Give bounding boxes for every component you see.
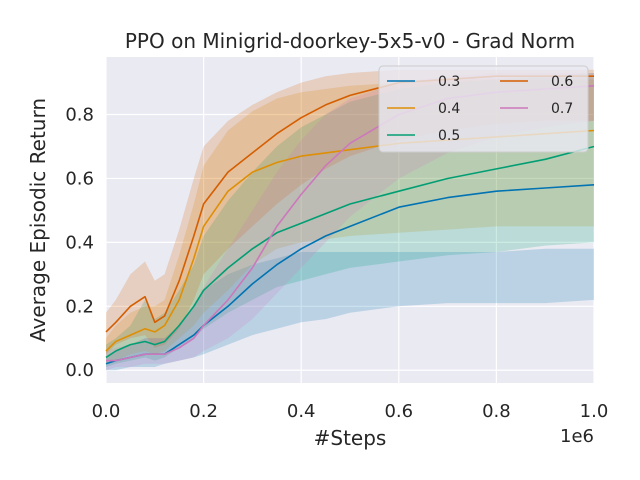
- line-series-0.5: [105, 145, 595, 359]
- y-axis-label: Average Episodic Return: [26, 98, 50, 342]
- legend-box: [378, 65, 589, 153]
- legend-label-0.4: 0.4: [438, 101, 460, 117]
- y-tick-label-0: 0.0: [65, 360, 94, 381]
- x-tick-label-5: 1.0: [580, 401, 609, 422]
- x-axis-label: #Steps: [314, 426, 387, 450]
- band-series-0.6: [106, 69, 594, 355]
- legend-label-0.3: 0.3: [438, 74, 460, 90]
- legend-label-0.7: 0.7: [551, 101, 573, 117]
- y-tick-label-2: 0.4: [65, 232, 94, 253]
- legend-label-0.6: 0.6: [551, 74, 573, 90]
- band-series-0.3: [106, 248, 594, 371]
- x-tick-label-3: 0.6: [384, 401, 413, 422]
- x-tick-label-4: 0.8: [482, 401, 511, 422]
- y-tick-labels: 0.0 0.2 0.4 0.6 0.8: [65, 105, 94, 382]
- chart-title: PPO on Minigrid-doorkey-5x5-v0 - Grad No…: [125, 29, 575, 53]
- legend-label-0.5: 0.5: [438, 128, 460, 144]
- x-tick-label-0: 0.0: [92, 401, 121, 422]
- y-tick-label-1: 0.2: [65, 296, 94, 317]
- y-tick-label-4: 0.8: [65, 105, 94, 126]
- x-tick-labels: 0.0 0.2 0.4 0.6 0.8 1.0: [92, 401, 609, 422]
- x-offset-label: 1e6: [560, 426, 594, 447]
- x-tick-label-1: 0.2: [189, 401, 218, 422]
- x-tick-label-2: 0.4: [287, 401, 316, 422]
- y-tick-label-3: 0.6: [65, 168, 94, 189]
- band-series-0.7: [106, 73, 594, 371]
- legend: 0.3 0.4 0.5 0.6 0.7: [378, 65, 589, 153]
